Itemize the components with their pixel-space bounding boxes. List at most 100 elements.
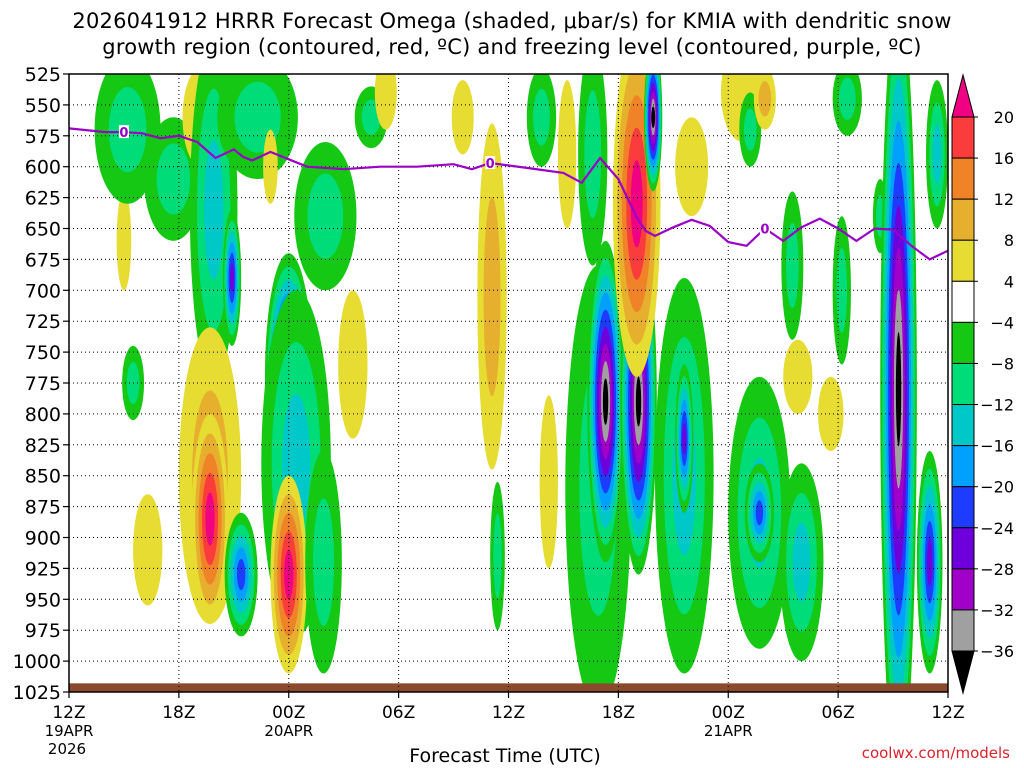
omega-feature [644, 74, 663, 192]
y-tick-label: 775 [25, 373, 61, 395]
omega-band [838, 77, 856, 121]
colorbar-label: 4 [1004, 272, 1014, 291]
colorbar-bin [951, 362, 975, 406]
credit-text: coolwx.com/models [861, 744, 1010, 762]
omega-band [783, 339, 813, 414]
y-tick-label: 975 [25, 620, 61, 642]
y-tick-label: 875 [25, 497, 61, 519]
freezing-level-line [69, 127, 948, 261]
x-tick-label: 00Z [712, 703, 745, 723]
omega-band [682, 422, 687, 455]
omega-band [156, 143, 191, 215]
freezing-label-bg [759, 221, 770, 235]
omega-feature [781, 191, 804, 340]
omega-feature [94, 74, 161, 204]
omega-band [584, 90, 602, 219]
colorbar-label: −4 [990, 313, 1014, 332]
y-tick-label: 575 [25, 126, 61, 148]
omega-band [602, 378, 609, 425]
omega-band [533, 88, 550, 146]
y-tick-label: 750 [25, 342, 61, 364]
omega-feature [305, 450, 342, 674]
colorbar-bin [951, 568, 975, 611]
omega-feature [477, 123, 507, 470]
omega-feature [133, 494, 163, 606]
omega-band [932, 124, 942, 185]
axes: 525 550 575 600 625 650 675 700 725 750 775 800 825 8… [13, 64, 965, 758]
y-tick-label: 825 [25, 435, 61, 457]
x-axis-label: Forecast Time (UTC) [409, 745, 601, 767]
colorbar-label: −20 [980, 478, 1014, 497]
colorbar-bin [951, 198, 975, 241]
omega-band [630, 160, 643, 248]
omega-feature [451, 80, 474, 155]
omega-feature [916, 450, 943, 674]
colorbar-bin [951, 445, 975, 488]
colorbar-bin [951, 116, 975, 159]
omega-band [133, 494, 163, 606]
ground-surface [69, 683, 948, 692]
y-tick-label: 650 [25, 219, 61, 241]
colorbar-label: −16 [980, 437, 1014, 456]
x-tick-label: 12Z [52, 703, 85, 723]
colorbar-bin [951, 486, 975, 529]
colorbar-bin [951, 527, 975, 570]
y-tick-label: 950 [25, 589, 61, 611]
omega-feature [675, 117, 709, 217]
omega-band [116, 191, 132, 291]
colorbar-bin [951, 404, 975, 447]
x-tick-label: 12Z [931, 703, 964, 723]
y-tick-label: 800 [25, 404, 61, 426]
omega-feature [224, 512, 258, 637]
omega-feature [191, 413, 229, 625]
omega-band [483, 197, 501, 396]
omega-band [895, 332, 902, 447]
y-tick-label: 850 [25, 466, 61, 488]
omega-band [204, 140, 224, 280]
omega-feature [783, 339, 813, 414]
y-tick-label: 700 [25, 280, 61, 302]
x-tick-label: 06Z [821, 703, 854, 723]
omega-band [755, 500, 764, 526]
x-tick-label: 06Z [382, 703, 415, 723]
omega-feature [294, 141, 357, 291]
omega-band [758, 80, 772, 117]
omega-band [205, 492, 215, 546]
omega-feature [779, 463, 824, 662]
x-tick-label: 18Z [602, 703, 635, 723]
y-tick-label: 525 [25, 64, 61, 86]
y-tick-label: 725 [25, 311, 61, 333]
colorbar-bin [951, 280, 975, 323]
omega-feature [222, 209, 242, 346]
omega-feature [263, 129, 278, 204]
colorbar-bin [951, 239, 975, 282]
colorbar-label: −28 [980, 560, 1014, 579]
x-tick-label: 00Z [272, 703, 305, 723]
colorbar-bottom-triangle [951, 650, 975, 695]
colorbar-bin [951, 321, 975, 364]
freezing-label-bg [485, 155, 496, 169]
x-date-label: 19APR [45, 722, 94, 740]
x-tick-label: 12Z [492, 703, 525, 723]
y-tick-label: 925 [25, 558, 61, 580]
omega-band [926, 538, 933, 586]
omega-feature [587, 240, 624, 563]
omega-band [307, 173, 344, 259]
y-tick-label: 550 [25, 95, 61, 117]
colorbar-label: 8 [1004, 231, 1014, 250]
colorbar-label: 12 [994, 190, 1014, 209]
omega-band [451, 80, 474, 155]
plot-area: 0 0 0 [69, 74, 948, 692]
omega-band [792, 522, 811, 603]
omega-feature [526, 74, 557, 167]
omega-feature [744, 463, 775, 563]
omega-band [313, 498, 335, 627]
colorbar-label: 20 [994, 108, 1014, 127]
chart-title-line2: growth region (contoured, red, ºC) and f… [102, 35, 922, 59]
omega-band [635, 376, 642, 427]
omega-band [263, 129, 278, 204]
omega-band [493, 513, 502, 599]
colorbar-bin [951, 157, 975, 200]
colorbar-label: 16 [994, 149, 1014, 168]
